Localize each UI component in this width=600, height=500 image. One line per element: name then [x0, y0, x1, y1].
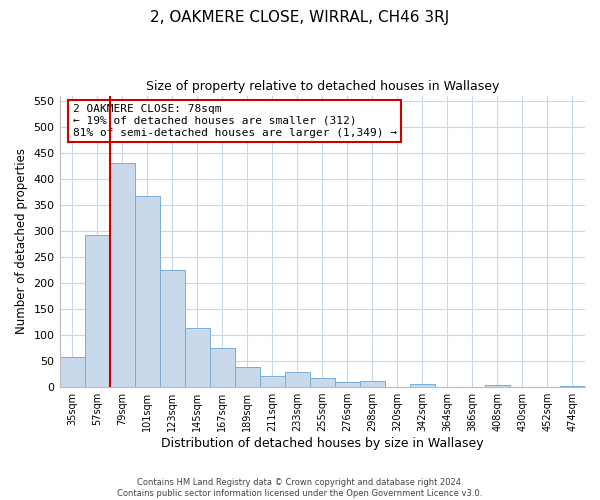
Text: 2, OAKMERE CLOSE, WIRRAL, CH46 3RJ: 2, OAKMERE CLOSE, WIRRAL, CH46 3RJ	[151, 10, 449, 25]
Bar	[235, 367, 260, 387]
Text: Contains HM Land Registry data © Crown copyright and database right 2024.
Contai: Contains HM Land Registry data © Crown c…	[118, 478, 482, 498]
Bar	[59, 358, 85, 387]
Bar	[335, 382, 360, 387]
Bar	[285, 372, 310, 387]
X-axis label: Distribution of detached houses by size in Wallasey: Distribution of detached houses by size …	[161, 437, 484, 450]
Bar	[185, 328, 209, 387]
Bar	[134, 196, 160, 387]
Bar	[110, 163, 134, 387]
Bar	[310, 378, 335, 387]
Bar	[360, 382, 385, 387]
Bar	[85, 234, 110, 387]
Bar	[160, 270, 185, 387]
Bar	[209, 348, 235, 387]
Y-axis label: Number of detached properties: Number of detached properties	[15, 148, 28, 334]
Bar	[560, 386, 585, 387]
Bar	[485, 385, 510, 387]
Title: Size of property relative to detached houses in Wallasey: Size of property relative to detached ho…	[146, 80, 499, 93]
Text: 2 OAKMERE CLOSE: 78sqm
← 19% of detached houses are smaller (312)
81% of semi-de: 2 OAKMERE CLOSE: 78sqm ← 19% of detached…	[73, 104, 397, 138]
Bar	[260, 376, 285, 387]
Bar	[410, 384, 435, 387]
